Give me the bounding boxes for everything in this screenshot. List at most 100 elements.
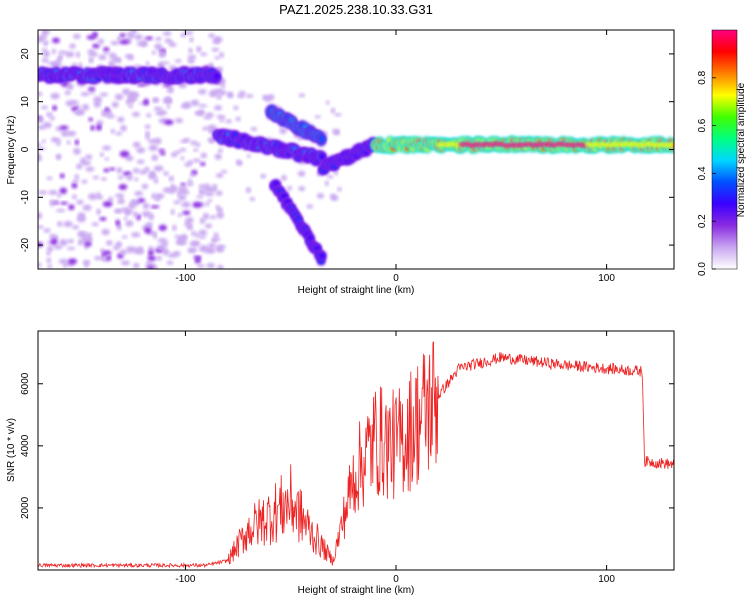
spectrogram-cell	[155, 196, 161, 202]
spectrogram-cell	[204, 191, 215, 197]
spectrogram-cell	[74, 174, 80, 180]
spectrogram-cell	[136, 248, 145, 255]
spectrogram-cell	[99, 217, 107, 221]
spectrogram-cell	[74, 139, 80, 146]
spectrogram-cell	[238, 90, 246, 96]
spectrogram-cell	[58, 239, 68, 246]
spectrogram-cell	[162, 61, 170, 65]
spectrogram-cell	[220, 84, 226, 89]
spectrogram-cell	[68, 204, 75, 211]
spectrogram-cell	[133, 262, 140, 269]
spectrogram-cell	[102, 145, 112, 151]
snr-x-axis-label: Height of straight line (km)	[298, 585, 415, 596]
spectrogram-cell	[100, 177, 107, 181]
spectrogram-cell	[198, 104, 208, 108]
spectrogram-cell	[41, 48, 48, 52]
spectrogram-cell	[91, 222, 99, 227]
spectrogram-cell	[187, 178, 193, 183]
spectrogram-cell	[198, 245, 209, 253]
spectrogram-cell	[147, 255, 156, 261]
spectrogram-cell	[334, 113, 342, 117]
spectrogram-cell	[42, 50, 50, 58]
spectrogram-cell	[180, 104, 188, 109]
spectrogram-cell	[148, 250, 154, 257]
spectrogram-cell	[187, 160, 194, 165]
spectrogram-cell	[186, 182, 194, 187]
spectrogram-cell	[117, 116, 125, 123]
spectrogram-cell	[298, 186, 306, 192]
spectrogram-cell	[187, 54, 197, 60]
spectrogram-cell	[119, 249, 128, 255]
spectrogram-cell	[187, 58, 195, 64]
spectrogram-cell	[114, 209, 122, 213]
x-tick-label: -100	[175, 574, 195, 585]
spectrogram-cell	[137, 198, 146, 203]
colorbar-tick-label: 0.4	[697, 166, 708, 180]
spectrogram-cell	[76, 163, 83, 170]
spectrogram-cell	[67, 130, 77, 137]
spectrogram-cell	[212, 40, 220, 44]
spectrogram-cell	[281, 174, 287, 181]
spectrogram-cell	[195, 257, 201, 261]
spectrogram-cell	[314, 115, 322, 119]
spectrogram-cell	[211, 47, 220, 52]
spectrogram-cell	[103, 168, 110, 173]
spectrogram-cell	[102, 47, 110, 52]
spectrogram-cell	[189, 37, 194, 43]
spectrogram-cell	[115, 241, 123, 248]
spectrogram-cell	[127, 54, 134, 61]
spectrogram-cell	[173, 251, 181, 257]
spectrogram-cell	[127, 91, 137, 99]
spectrogram-cell	[199, 217, 206, 225]
spectrogram-x-ticks: -100 0 100	[175, 30, 615, 284]
spectrogram-cell	[219, 118, 225, 123]
spectrogram-cell	[208, 128, 214, 134]
spectrogram-cell	[42, 121, 52, 129]
spectrogram-cell	[73, 147, 81, 155]
spectrogram-cell	[209, 89, 220, 96]
spectrogram-cell	[286, 186, 293, 191]
spectrogram-cell	[84, 242, 92, 247]
spectrogram-cell	[331, 195, 339, 202]
spectrogram-cell	[94, 256, 102, 261]
spectrogram-cell	[38, 212, 43, 220]
spectrogram-cell	[102, 250, 112, 256]
spectrogram-cell	[187, 222, 193, 229]
spectrogram-cell	[92, 31, 98, 38]
snr-series-line	[38, 341, 674, 569]
colorbar-tick-label: 0.8	[697, 70, 708, 84]
y-tick-label: 10	[20, 96, 31, 108]
spectrogram-cell	[110, 128, 116, 134]
spectrogram-cell	[99, 92, 109, 97]
spectrogram-cell	[146, 36, 154, 41]
y-tick-label: 6000	[20, 372, 31, 395]
spectrogram-cell	[116, 167, 123, 174]
spectrogram-cell	[101, 228, 110, 236]
spectrogram-cell	[110, 40, 119, 46]
spectrogram-cell	[118, 183, 128, 191]
spectrogram-cell	[337, 186, 342, 192]
colorbar-ticks: 0.0 0.2 0.4 0.6 0.8	[697, 70, 716, 276]
spectrogram-cell	[121, 235, 128, 239]
spectrogram-cell	[249, 197, 256, 201]
spectrogram-cell	[42, 30, 48, 37]
x-tick-label: 0	[393, 574, 399, 585]
spectrogram-cell	[46, 112, 53, 117]
spectrogram-cell	[183, 31, 194, 35]
spectrogram-cell	[88, 56, 94, 64]
y-tick-label: 4000	[20, 434, 31, 457]
spectrogram-cell	[215, 205, 220, 210]
spectrogram-cell	[166, 260, 174, 265]
spectrogram-cell	[196, 195, 204, 199]
spectrogram-cell	[87, 193, 98, 200]
spectrogram-cell	[119, 39, 129, 45]
spectrogram-cell	[318, 135, 326, 143]
spectrogram-cell	[154, 137, 162, 145]
spectrogram-cell	[132, 141, 141, 148]
spectrogram-cell	[220, 170, 228, 174]
spectrogram-cell	[38, 34, 48, 40]
spectrogram-cell	[85, 166, 95, 172]
spectrogram-cell	[153, 165, 164, 172]
spectrogram-cell	[318, 153, 326, 161]
